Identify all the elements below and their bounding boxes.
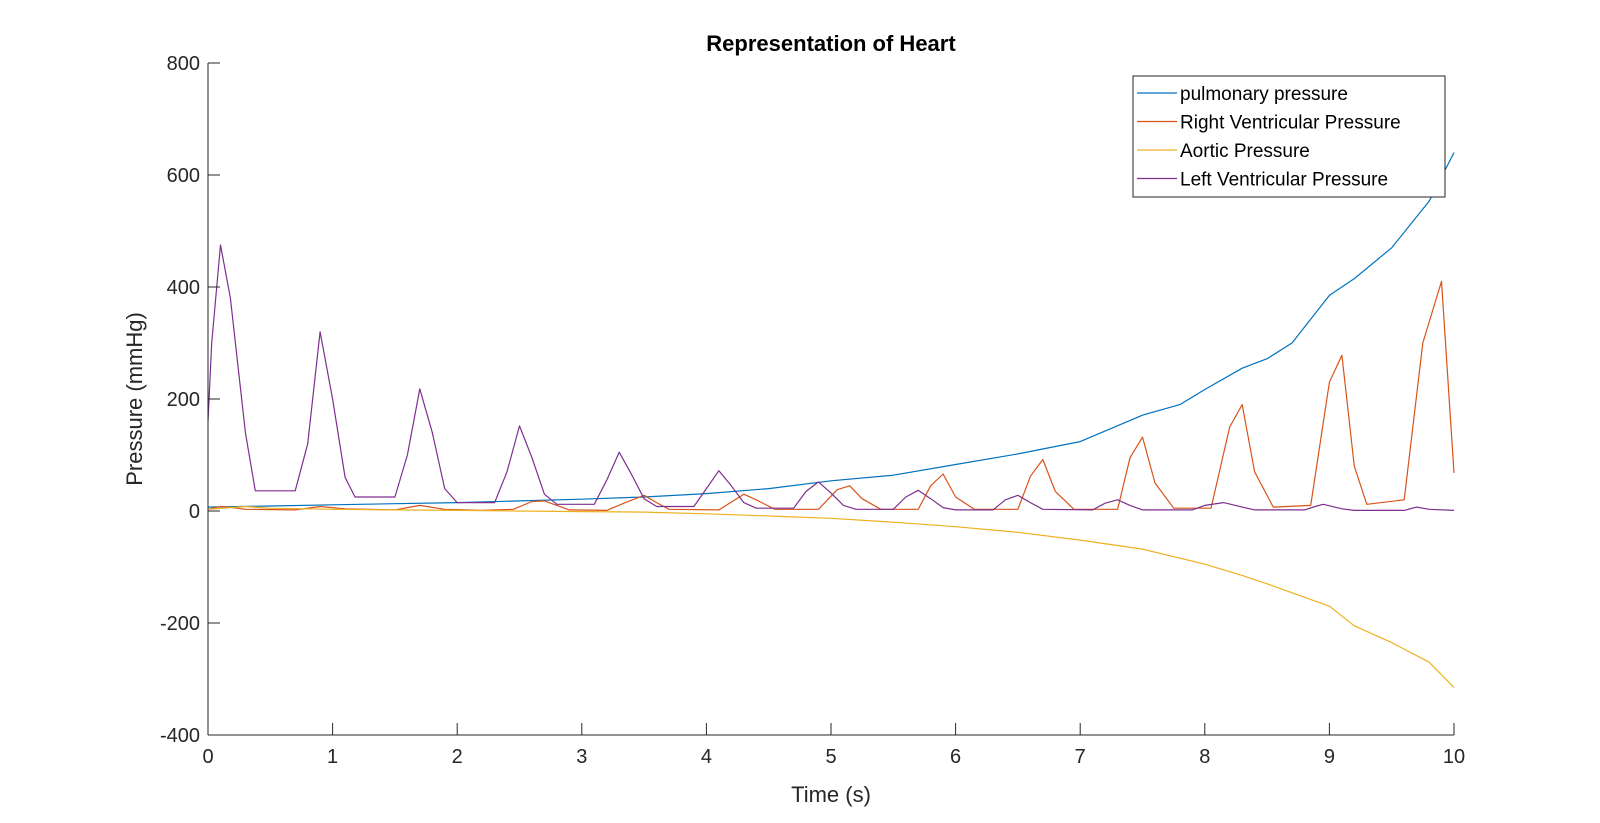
y-tick-label: 800	[167, 53, 200, 75]
series-layer	[207, 152, 1455, 688]
legend-box	[1132, 75, 1446, 198]
x-tick-label: 1	[327, 746, 338, 768]
y-tick-label: 400	[167, 277, 200, 299]
chart-title: Representation of Heart	[706, 31, 956, 56]
x-tick-label: 8	[1199, 746, 1210, 768]
y-tick-label: 200	[167, 389, 200, 411]
legend-entry: Aortic Pressure	[1180, 141, 1310, 162]
series-line-2	[207, 280, 1455, 511]
legend: pulmonary pressure Right Ventricular Pres…	[1132, 75, 1446, 198]
x-tick-label: 6	[950, 746, 961, 768]
x-tick-label: 2	[452, 746, 463, 768]
y-axis-label: Pressure (mmHg)	[122, 312, 147, 486]
x-tick-label: 4	[701, 746, 712, 768]
y-tick-label: 600	[167, 165, 200, 187]
y-tick-label: -400	[160, 725, 200, 747]
y-tick-label: -200	[160, 613, 200, 635]
x-tick-label: 5	[825, 746, 836, 768]
x-tick-label: 10	[1443, 746, 1465, 768]
series-line-3	[207, 505, 1455, 688]
legend-entry: Left Ventricular Pressure	[1180, 170, 1388, 191]
legend-entry: Right Ventricular Pressure	[1180, 113, 1401, 134]
y-tick-label: 0	[189, 501, 200, 523]
ticks-layer: 0 1 2 3 4 5 6 7 8 9 10 -400 -200 0 200 400 600 800	[160, 53, 1465, 768]
x-axis-label: Time (s)	[791, 782, 871, 807]
legend-entry: pulmonary pressure	[1180, 84, 1348, 105]
x-tick-label: 9	[1324, 746, 1335, 768]
x-tick-label: 3	[576, 746, 587, 768]
series-line-4	[207, 244, 1455, 511]
x-tick-label: 7	[1075, 746, 1086, 768]
x-tick-label: 0	[202, 746, 213, 768]
